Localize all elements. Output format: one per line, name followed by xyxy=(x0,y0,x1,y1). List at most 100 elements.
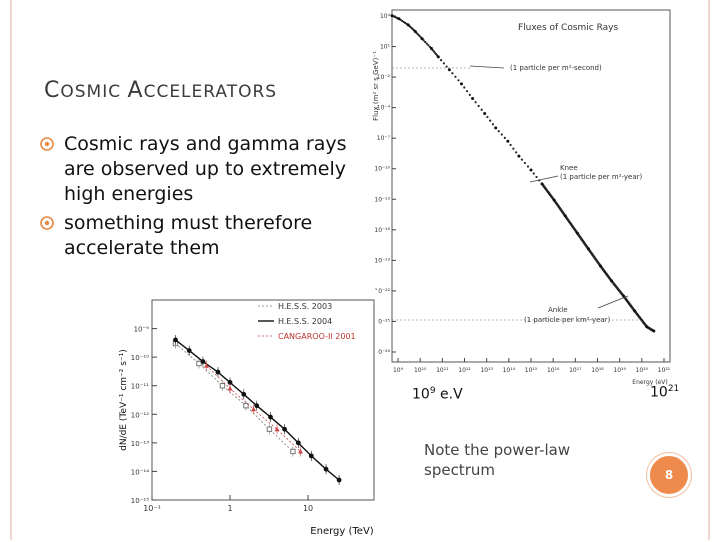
inset-data-point xyxy=(282,426,287,432)
flux-point xyxy=(509,143,512,147)
flux-data-point xyxy=(540,182,544,186)
flux-point xyxy=(465,90,469,93)
y-tick-label: 10⁻¹⁹ xyxy=(374,257,390,264)
flux-data-point xyxy=(645,325,649,329)
flux-point xyxy=(454,75,457,78)
flux-point xyxy=(486,115,489,119)
flux-data-point xyxy=(429,46,433,50)
flux-point xyxy=(425,42,428,45)
x-tick-label: 10¹¹ xyxy=(436,367,449,374)
flux-point xyxy=(468,93,471,96)
inset-data-point xyxy=(251,406,257,412)
energy-high-label: 1021 xyxy=(650,384,680,401)
inset-data-point xyxy=(200,359,206,364)
flux-point xyxy=(424,40,427,44)
flux-point xyxy=(457,79,460,82)
inset-y-tick-label: 10⁻¹² xyxy=(131,411,149,419)
flux-point xyxy=(439,59,443,62)
flux-point xyxy=(523,161,527,165)
gamma-ray-spectrum-figure: dN/dE (TeV⁻¹ cm⁻² s⁻¹) Energy (TeV) 10⁻⁹… xyxy=(112,290,378,538)
flux-point xyxy=(515,151,518,154)
page-number-badge: 8 xyxy=(647,453,691,497)
annotation-label: (1 particle per m²-second) xyxy=(510,64,602,72)
flux-data-point xyxy=(436,55,440,59)
flux-data-point xyxy=(390,14,394,18)
inset-x-tick-label: 10⁻¹ xyxy=(143,504,161,513)
x-tick-label: 10¹⁹ xyxy=(613,367,626,374)
flux-data-point xyxy=(471,97,475,101)
inset-data-point xyxy=(266,426,273,432)
chart-title: Fluxes of Cosmic Rays xyxy=(518,23,619,33)
flux-data-point xyxy=(552,198,556,202)
y-tick-label: 10⁻⁷ xyxy=(377,135,391,142)
x-tick-label: 10⁹ xyxy=(393,367,404,374)
flux-point xyxy=(427,44,430,47)
inset-data-point xyxy=(297,448,303,454)
cosmic-ray-flux-chart: Fluxes of Cosmic Rays Flux (m² sr s GeV)… xyxy=(372,9,671,386)
flux-point xyxy=(442,62,445,65)
inset-data-point xyxy=(173,337,178,343)
inset-data-point xyxy=(274,426,280,432)
y-tick-label: 10⁻²⁵ xyxy=(374,318,390,325)
flux-data-point xyxy=(529,168,533,172)
flux-point xyxy=(463,86,466,89)
inset-y-tick-label: 10⁻⁹ xyxy=(134,326,150,334)
flux-point xyxy=(503,136,506,139)
y-tick-label: 10⁻¹⁶ xyxy=(374,227,390,234)
flux-data-point xyxy=(633,309,637,313)
flux-data-point xyxy=(652,329,656,333)
bullet-item: something must therefore accelerate them xyxy=(40,211,360,261)
x-tick-label: 10¹³ xyxy=(480,367,493,374)
x-tick-label: 10¹⁴ xyxy=(503,367,516,374)
annotation-arrow xyxy=(529,175,559,183)
flux-data-point xyxy=(494,126,498,130)
y-tick-label: 10⁻¹³ xyxy=(374,196,390,203)
flux-data-point xyxy=(610,279,614,283)
flux-data-point xyxy=(460,82,463,86)
inset-data-point xyxy=(336,477,342,483)
legend-entry: H.E.S.S. 2003 xyxy=(278,302,332,311)
inset-y-tick-label: 10⁻¹³ xyxy=(131,440,149,448)
x-tick-label: 10¹⁸ xyxy=(591,367,604,374)
inset-data-point xyxy=(308,453,314,459)
inset-data-point xyxy=(241,391,247,397)
flux-point xyxy=(491,123,495,126)
inset-data-point xyxy=(268,414,273,420)
inset-y-tick-label: 10⁻¹⁰ xyxy=(131,354,149,362)
flux-point xyxy=(489,119,492,122)
inset-data-point xyxy=(204,363,210,368)
flux-data-point xyxy=(483,111,487,115)
flux-data-point xyxy=(447,68,451,72)
slide-frame-right xyxy=(708,0,710,540)
flower-bullet-icon xyxy=(40,137,54,151)
inset-data-point xyxy=(227,380,233,385)
inset-data-point xyxy=(295,440,301,446)
annotation-label: (1 particle per km²-year) xyxy=(524,316,611,324)
inset-data-point xyxy=(215,369,221,375)
annotation-label: Ankle xyxy=(548,306,568,314)
inset-x-axis-label: Energy (TeV) xyxy=(310,526,373,537)
slide-frame-left xyxy=(10,0,12,540)
flux-data-point xyxy=(517,154,521,158)
flux-data-point xyxy=(397,17,401,21)
flux-data-point xyxy=(506,139,510,143)
inset-data-point xyxy=(254,403,260,409)
bullet-item: Cosmic rays and gamma rays are observed … xyxy=(40,132,360,207)
gamma-ray-spectrum-chart: dN/dE (TeV⁻¹ cm⁻² s⁻¹) Energy (TeV) 10⁻⁹… xyxy=(119,299,375,537)
flux-data-point xyxy=(406,23,410,27)
inset-x-tick-label: 1 xyxy=(227,504,232,513)
flux-data-point xyxy=(413,29,417,33)
flux-point xyxy=(526,165,530,168)
inset-y-axis-label: dN/dE (TeV⁻¹ cm⁻² s⁻¹) xyxy=(119,349,129,451)
inset-data-point xyxy=(227,385,233,391)
annotation-arrow xyxy=(469,65,505,69)
x-tick-label: 10¹⁷ xyxy=(569,367,582,374)
y-axis-label: Flux (m² sr s GeV)⁻¹ xyxy=(372,51,380,121)
annotation-label: Knee xyxy=(560,164,578,172)
inset-y-tick-label: 10⁻¹⁴ xyxy=(131,468,149,476)
x-tick-label: 10¹² xyxy=(458,367,471,374)
energy-low-label: 109 e.V xyxy=(412,386,463,403)
flux-point xyxy=(500,133,503,136)
annotation-label: (1 particle per m²-year) xyxy=(560,173,643,181)
